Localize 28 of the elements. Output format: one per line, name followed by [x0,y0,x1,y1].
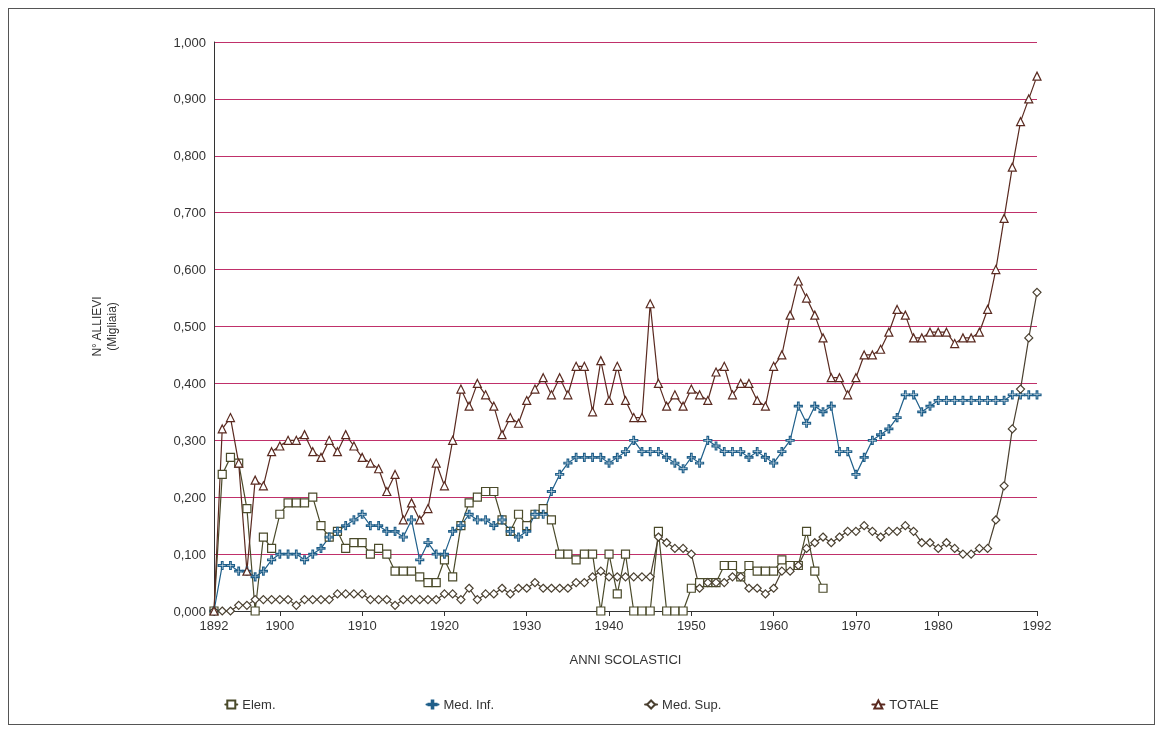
x-axis-title: ANNI SCOLASTICI [569,652,682,667]
y-tick-label: 0,900 [173,91,206,107]
x-tick-label: 1930 [512,618,542,633]
x-tick-label: 1940 [594,618,624,633]
y-tick-label: 0,800 [173,148,206,164]
x-tick-label: 1980 [923,618,953,633]
x-tick-label: 1970 [841,618,871,633]
x-tick-label: 1910 [347,618,377,633]
legend-label: Med. Sup. [662,697,722,712]
y-tick-label: 0,400 [173,375,206,391]
y-tick-label: 0,100 [173,546,206,562]
legend-label: Med. Inf. [443,697,495,712]
legend-label: Elem. [242,697,276,712]
x-tick-label: 1950 [676,618,706,633]
x-tick-label: 1992 [1022,618,1052,633]
y-tick-label: 0,500 [173,319,206,334]
legend-label: TOTALE [889,697,940,712]
y-tick-label: 0,700 [173,205,206,221]
y-tick-label: 1,000 [173,34,206,50]
y-tick-label: 0,300 [173,432,206,448]
x-tick-label: 1892 [199,618,229,633]
x-tick-label: 1900 [265,618,295,633]
x-tick-label: 1960 [759,618,789,633]
y-axis-title: N° ALLIEVI (Migliaia) [89,296,119,357]
x-tick-label: 1920 [429,618,459,633]
y-tick-label: 0,600 [173,262,206,278]
y-tick-label: 0,000 [173,603,206,619]
y-tick-label: 0,200 [173,489,206,505]
